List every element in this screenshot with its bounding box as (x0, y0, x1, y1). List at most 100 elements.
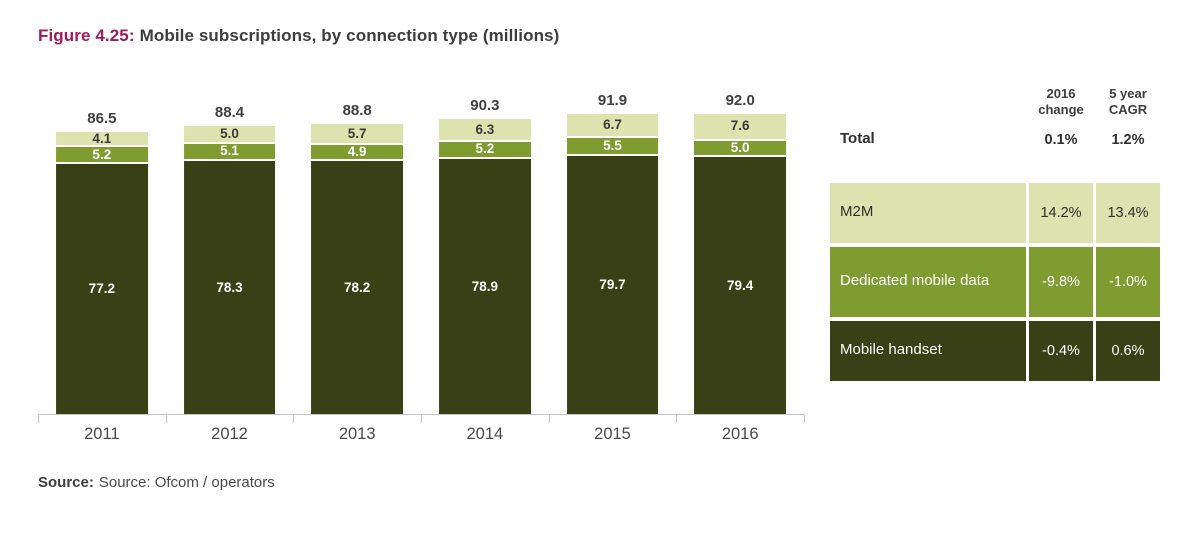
bar-stack-2013: 88.8 5.7 4.9 78.2 (311, 102, 404, 414)
bar-segment-value: 79.4 (727, 277, 754, 293)
x-axis-label-2013: 2013 (338, 425, 376, 443)
bar-segment-mobile-handset: 77.2 (55, 162, 148, 414)
bar-segment-value: 5.0 (220, 125, 239, 141)
bar-segment-mobile-handset: 78.3 (183, 158, 276, 414)
bar-total-label: 91.9 (597, 92, 628, 110)
summary-table-body: Total 0.1% 1.2% M2M 14.2% 13.4% Dedicated mobi… (830, 129, 1160, 381)
cagr-value: -1.0% (1096, 246, 1160, 317)
x-axis-line (38, 414, 805, 423)
bar-stack-2015: 91.9 6.7 5.5 79.7 (566, 92, 659, 414)
bar-total-label: 88.4 (214, 103, 245, 121)
axis-tick (38, 415, 39, 423)
row-label: Dedicated mobile data (830, 246, 1026, 317)
figure-title-text: Mobile subscriptions, by connection type… (139, 26, 560, 45)
table-row-total: Total 0.1% 1.2% (830, 129, 1160, 151)
bar-segment-dedicated-mobile-data: 5.2 (55, 145, 148, 163)
bar-segment-value: 79.7 (599, 277, 626, 293)
table-row-mobile-handset: Mobile handset -0.4% 0.6% (830, 320, 1160, 381)
stacked-bar-chart: 86.5 4.1 5.2 77.2 88.4 5.0 5.1 78.3 88.8 5.7 4.9 78… (38, 72, 805, 444)
bar-segment-value: 4.9 (347, 144, 367, 160)
column-header-5-year-cagr: 5 year CAGR (1108, 86, 1148, 118)
axis-tick (676, 415, 678, 423)
row-label: Total (840, 130, 875, 148)
bar-column-2013: 88.8 5.7 4.9 78.2 (293, 72, 421, 414)
bar-total-label: 88.8 (342, 102, 372, 120)
bar-column-2012: 88.4 5.0 5.1 78.3 (166, 72, 294, 414)
bar-segment-mobile-handset: 79.4 (694, 154, 787, 414)
bar-segment-dedicated-mobile-data: 5.5 (566, 136, 659, 154)
bar-total-label: 86.5 (87, 109, 117, 127)
bar-column-2011: 86.5 4.1 5.2 77.2 (38, 72, 166, 414)
table-row-dedicated-mobile-data: Dedicated mobile data -9.8% -1.0% (830, 246, 1160, 317)
bar-segment-m2m: 6.7 (566, 114, 659, 136)
change-value: 0.1% (1044, 131, 1078, 148)
bar-segment-value: 6.3 (475, 121, 495, 137)
bar-stack-2014: 90.3 6.3 5.2 78.9 (438, 97, 531, 414)
axis-tick (165, 415, 167, 423)
bar-total-label: 92.0 (725, 91, 755, 109)
bar-segment-value: 78.9 (471, 278, 498, 294)
summary-table: 2016 change 5 year CAGR Total 0.1% 1.2% M2M… (830, 86, 1160, 385)
bar-segment-value: 5.2 (92, 146, 112, 162)
bar-column-2016: 92.0 7.6 5.0 79.4 (676, 72, 804, 414)
header-spacer (830, 86, 1026, 119)
bar-segment-dedicated-mobile-data: 4.9 (311, 142, 404, 160)
axis-tick (293, 415, 295, 423)
bar-column-2014: 90.3 6.3 5.2 78.9 (421, 72, 549, 414)
x-axis-label-2011: 2011 (84, 425, 120, 443)
cagr-value: 1.2% (1111, 131, 1145, 148)
cagr-value: 0.6% (1096, 320, 1160, 381)
bar-total-label: 90.3 (470, 97, 500, 115)
table-row-m2m: M2M 14.2% 13.4% (830, 182, 1160, 243)
bar-stack-2011: 86.5 4.1 5.2 77.2 (55, 110, 148, 414)
row-label: M2M (830, 182, 1026, 243)
bar-segment-m2m: 4.1 (55, 130, 148, 146)
bar-segment-dedicated-mobile-data: 5.1 (183, 141, 276, 159)
bar-segment-value: 5.2 (475, 141, 495, 157)
x-axis-label-2016: 2016 (721, 425, 759, 443)
bar-segment-value: 7.6 (730, 118, 750, 134)
bar-segment-value: 78.2 (344, 279, 371, 295)
bar-segment-value: 5.1 (220, 143, 239, 159)
bar-column-2015: 91.9 6.7 5.5 79.7 (549, 72, 677, 414)
bar-segment-dedicated-mobile-data: 5.0 (694, 138, 787, 155)
change-value: -9.8% (1029, 246, 1093, 317)
bar-segment-m2m: 5.7 (311, 124, 404, 143)
axis-tick (421, 415, 422, 423)
bar-stack-2016: 92.0 7.6 5.0 79.4 (694, 92, 787, 414)
x-axis-label-2012: 2012 (211, 425, 248, 443)
x-axis-label-2014: 2014 (466, 425, 504, 443)
x-axis-labels: 2011 2012 2013 2014 2015 2016 (38, 425, 804, 444)
bar-segment-dedicated-mobile-data: 5.2 (438, 139, 531, 157)
figure-number-label: Figure 4.25: (38, 26, 135, 45)
figure-title: Figure 4.25: Mobile subscriptions, by con… (38, 26, 1164, 46)
bar-segment-m2m: 6.3 (438, 119, 531, 140)
bar-segment-value: 77.2 (88, 281, 115, 297)
source-line: Source: Source: Ofcom / operators (38, 474, 1164, 491)
bar-segment-value: 5.5 (603, 138, 622, 154)
bar-segment-value: 4.1 (92, 130, 112, 146)
source-label: Source: (38, 474, 94, 491)
bar-segment-m2m: 5.0 (183, 125, 276, 142)
bar-segment-value: 78.3 (216, 279, 243, 295)
bar-segment-mobile-handset: 79.7 (566, 153, 659, 414)
cagr-value: 13.4% (1096, 182, 1160, 243)
bar-stack-2012: 88.4 5.0 5.1 78.3 (183, 104, 276, 414)
change-value: -0.4% (1029, 320, 1093, 381)
row-label: Mobile handset (830, 320, 1026, 381)
x-axis-label-2015: 2015 (594, 425, 631, 443)
change-value: 14.2% (1029, 182, 1093, 243)
plot-area: 86.5 4.1 5.2 77.2 88.4 5.0 5.1 78.3 88.8 5.7 4.9 78… (38, 72, 804, 414)
bar-segment-value: 5.7 (347, 125, 367, 141)
chart-and-table: 86.5 4.1 5.2 77.2 88.4 5.0 5.1 78.3 88.8 5.7 4.9 78… (38, 72, 1164, 444)
bar-segment-value: 5.0 (730, 140, 750, 155)
bar-segment-mobile-handset: 78.2 (311, 158, 404, 414)
axis-tick (548, 415, 550, 423)
bar-segment-value: 6.7 (603, 117, 622, 133)
summary-table-header: 2016 change 5 year CAGR (830, 86, 1160, 119)
bar-segment-mobile-handset: 78.9 (438, 156, 531, 414)
column-header-2016-change: 2016 change (1038, 86, 1084, 118)
axis-tick (804, 415, 805, 423)
source-text: Source: Ofcom / operators (98, 474, 275, 491)
